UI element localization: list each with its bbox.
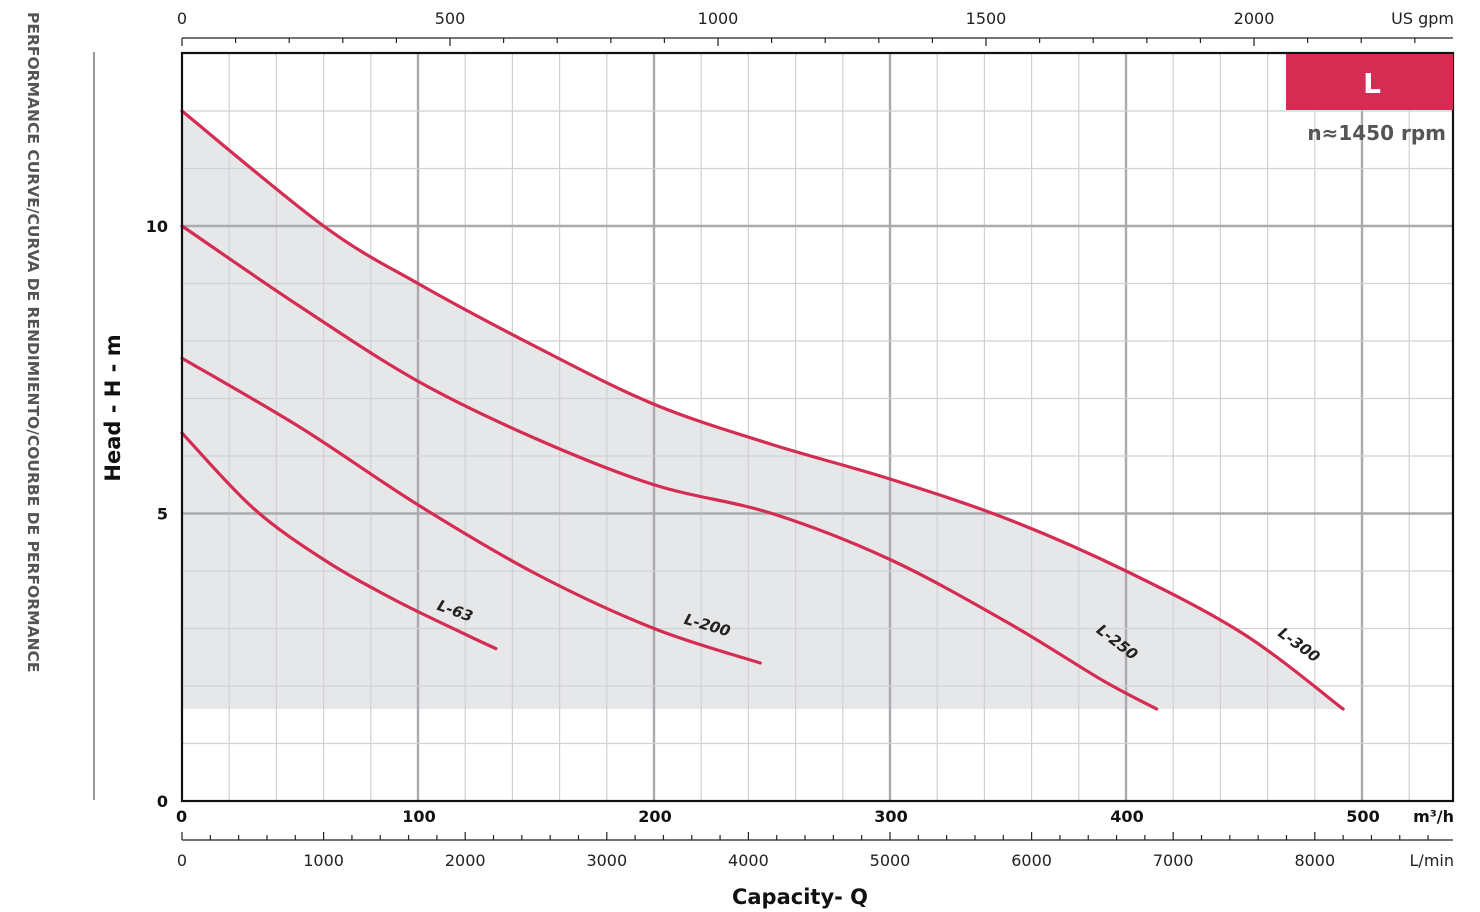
top-tick-label: 1000 [698,9,739,28]
x-axis-label: Capacity- Q [732,885,868,909]
curve-l-200 [180,356,762,665]
x-tick-label: 500 [1346,807,1379,826]
bottom-tick-label: 6000 [1011,851,1052,870]
curve-l-300 [180,109,1345,711]
top-tick-label: 1500 [966,9,1007,28]
x-tick-label: 400 [1110,807,1143,826]
top-tick-label: 2000 [1234,9,1275,28]
bottom-tick-label: 7000 [1153,851,1194,870]
y-tick-label: 5 [157,505,168,524]
top-tick-label: 0 [177,9,187,28]
bottom-tick-label: 2000 [445,851,486,870]
x-tick-label: 200 [638,807,671,826]
x-tick-label: 100 [402,807,435,826]
bottom-tick-label: 4000 [728,851,769,870]
x-tick-label: 300 [874,807,907,826]
x-unit-label: m³/h [1413,807,1454,826]
bottom-tick-label: 5000 [870,851,911,870]
speed-label: n≈1450 rpm [1307,121,1446,145]
bottom-tick-label: 1000 [303,851,344,870]
bottom-axis-unit: L/min [1410,851,1454,870]
curve-l-63 [180,431,498,651]
badge-text: L [1363,67,1381,100]
y-tick-label: 10 [146,217,168,236]
top-axis-unit: US gpm [1391,9,1454,28]
shaded-operating-region [182,111,1344,709]
plot-border [180,51,1455,803]
curve-l-250 [180,224,1159,711]
y-tick-label: 0 [157,792,168,811]
top-tick-label: 500 [435,9,466,28]
bottom-tick-label: 0 [177,851,187,870]
y-axis-label: Head - H - m [101,334,125,481]
badge-box [1286,54,1453,110]
side-title: PERFORMANCE CURVE/CURVA DE RENDIMIENTO/C… [24,12,42,673]
bottom-tick-label: 3000 [586,851,627,870]
x-tick-label: 0 [176,807,187,826]
bottom-tick-label: 8000 [1294,851,1335,870]
